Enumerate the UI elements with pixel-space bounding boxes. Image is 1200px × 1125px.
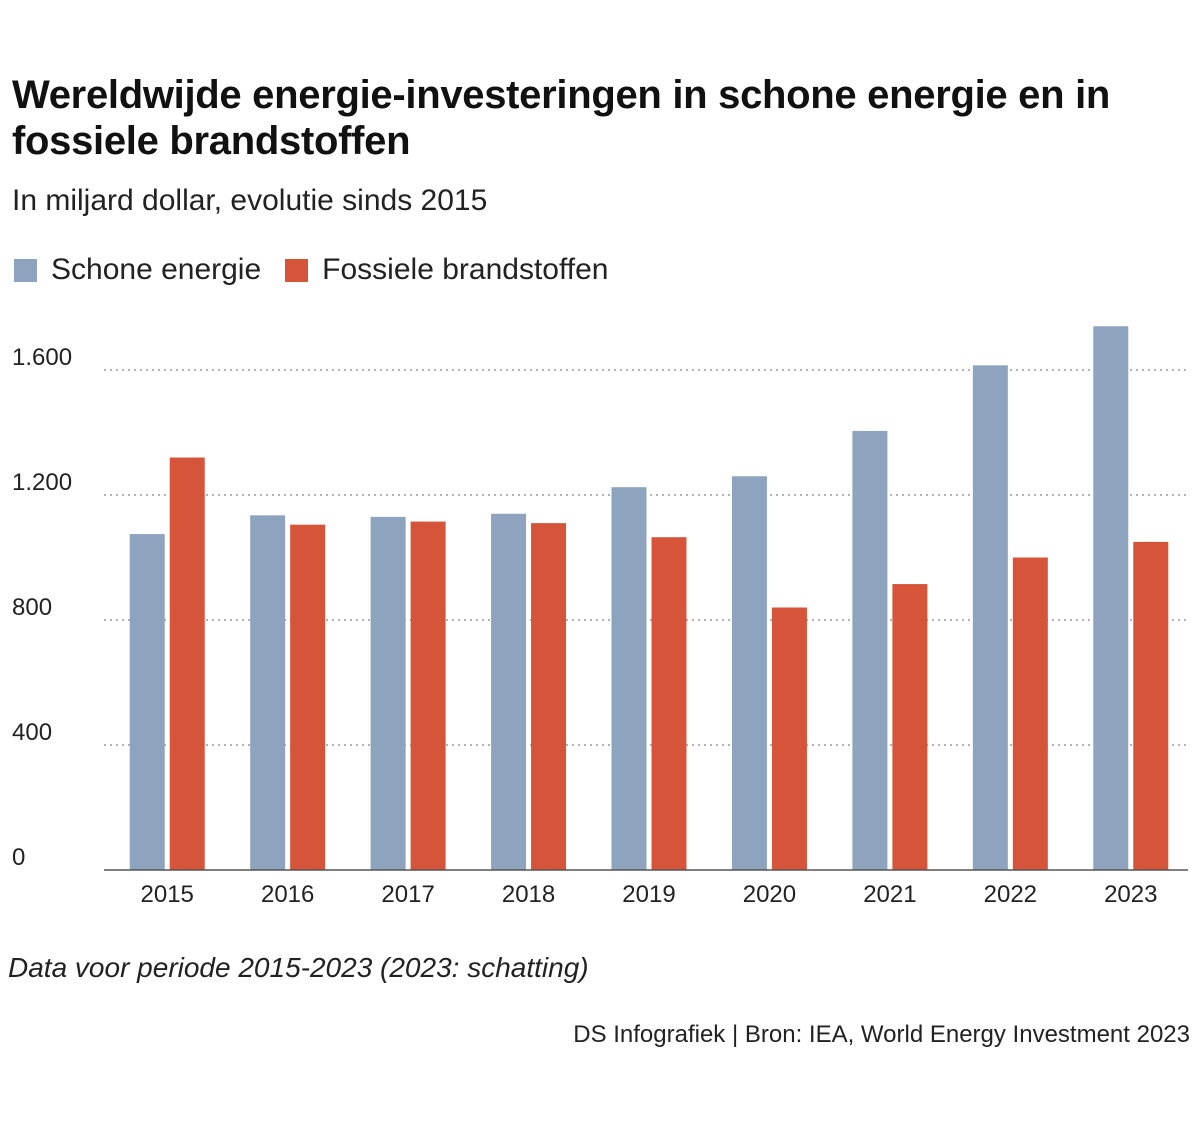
chart-title: Wereldwijde energie-investeringen in sch… — [12, 73, 1111, 163]
chart-legend: Schone energie Fossiele brandstoffen — [14, 250, 632, 290]
legend-label-schone-energie: Schone energie — [51, 253, 262, 286]
bar-fossiele-brandstoffen-2015 — [169, 457, 205, 870]
bar-fossiele-brandstoffen-2022 — [1012, 557, 1048, 870]
y-axis-tick-labels: 0 400 800 1.200 1.600 — [12, 344, 72, 871]
bar-fossiele-brandstoffen-2023 — [1133, 541, 1169, 870]
bar-schone-energie-2023 — [1093, 326, 1129, 870]
x-tick-label: 2022 — [984, 881, 1037, 908]
y-tick-label: 400 — [12, 719, 52, 746]
y-tick-label: 1.200 — [12, 469, 72, 496]
bar-schone-energie-2015 — [129, 534, 165, 870]
y-tick-label: 1.600 — [12, 344, 72, 371]
x-tick-label: 2015 — [141, 881, 194, 908]
x-tick-label: 2021 — [863, 881, 916, 908]
legend-swatch-schone-energie — [14, 258, 37, 282]
x-tick-label: 2017 — [381, 881, 434, 908]
x-tick-label: 2023 — [1104, 881, 1157, 908]
y-tick-label: 800 — [12, 594, 52, 621]
bar-fossiele-brandstoffen-2020 — [771, 607, 807, 870]
bar-schone-energie-2020 — [731, 476, 767, 870]
bar-schone-energie-2016 — [250, 515, 286, 870]
chart-subtitle: In miljard dollar, evolutie sinds 2015 — [12, 184, 488, 217]
legend-swatch-fossiele-brandstoffen — [285, 258, 309, 282]
bar-schone-energie-2017 — [370, 516, 406, 870]
bar-fossiele-brandstoffen-2021 — [892, 584, 928, 870]
x-tick-label: 2020 — [743, 881, 796, 908]
bars — [129, 326, 1169, 870]
source-credit: DS Infografiek | Bron: IEA, World Energy… — [573, 1021, 1190, 1048]
x-tick-label: 2018 — [502, 881, 555, 908]
bar-schone-energie-2021 — [852, 430, 888, 870]
bar-fossiele-brandstoffen-2019 — [651, 537, 687, 870]
bar-schone-energie-2022 — [972, 365, 1008, 870]
bar-fossiele-brandstoffen-2017 — [410, 521, 446, 870]
bar-fossiele-brandstoffen-2016 — [290, 524, 326, 870]
y-tick-label: 0 — [12, 844, 25, 871]
legend-item-fossiele-brandstoffen: Fossiele brandstoffen — [285, 250, 608, 290]
bar-fossiele-brandstoffen-2018 — [531, 523, 567, 870]
x-tick-label: 2016 — [261, 881, 314, 908]
footnote: Data voor periode 2015-2023 (2023: schat… — [8, 952, 589, 983]
x-tick-label: 2019 — [622, 881, 675, 908]
x-axis-tick-labels: 2015 2016 2017 2018 2019 2020 2021 2022 2023 — [141, 881, 1158, 908]
legend-label-fossiele-brandstoffen: Fossiele brandstoffen — [322, 253, 609, 286]
bar-schone-energie-2019 — [611, 487, 647, 870]
legend-item-schone-energie: Schone energie — [14, 250, 261, 290]
bar-schone-energie-2018 — [491, 513, 527, 870]
